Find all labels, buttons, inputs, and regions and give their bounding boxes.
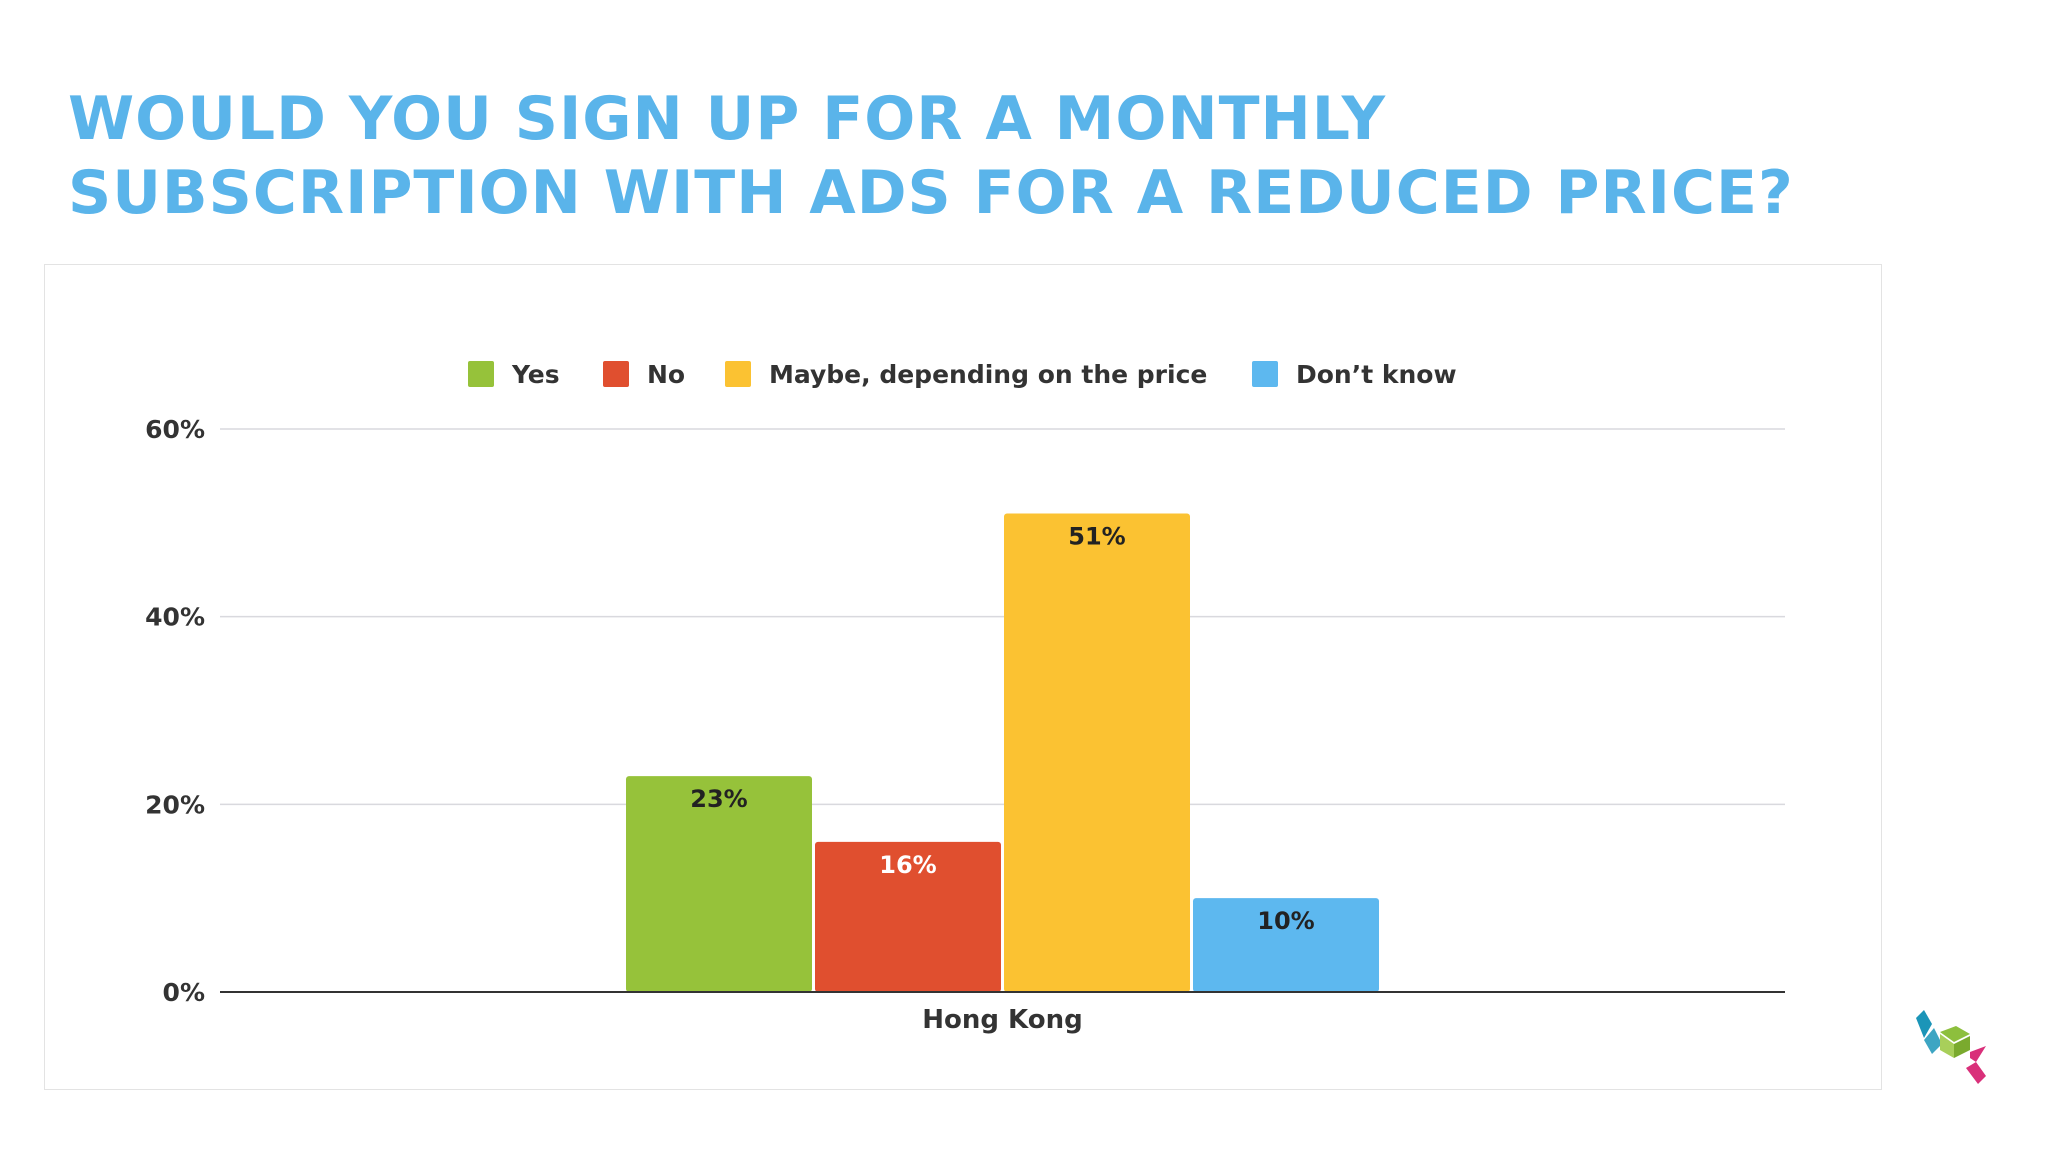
chart-frame: 0% 20% 40% 60% 23% 16% 51% 10% Hong Kong Yes No… [44, 264, 1882, 1090]
legend-swatch [468, 361, 494, 387]
bar-data-label: 16% [879, 851, 936, 879]
bar-chart: 0% 20% 40% 60% 23% 16% 51% 10% Hong Kong Yes No… [145, 360, 1785, 1035]
slide-title-line-2: SUBSCRIPTION WITH ADS FOR A REDUCED PRIC… [68, 158, 1794, 228]
y-tick-label: 60% [145, 415, 205, 444]
y-tick-label: 40% [145, 603, 205, 632]
cube-stack-logo-icon [1916, 1010, 1986, 1084]
bar-data-label: 51% [1068, 522, 1125, 550]
bar-yes[interactable] [626, 776, 812, 992]
legend-label[interactable]: Maybe, depending on the price [769, 360, 1207, 389]
legend-swatch [603, 361, 629, 387]
legend-label[interactable]: No [647, 360, 685, 389]
legend[interactable]: Yes No Maybe, depending on the price Don’t … [468, 360, 1457, 389]
bar-don-t-know[interactable] [1193, 898, 1379, 992]
bar-data-label: 23% [690, 785, 747, 813]
y-axis-ticks: 0% 20% 40% 60% [145, 415, 205, 1007]
x-category-label: Hong Kong [922, 1005, 1082, 1035]
bar-data-label: 10% [1257, 907, 1314, 935]
slide-title: WOULD YOU SIGN UP FOR A MONTHLY SUBSCRIP… [68, 82, 1794, 230]
legend-label[interactable]: Yes [511, 360, 560, 389]
data-labels: 23% 16% 51% 10% [690, 522, 1314, 935]
grid-lines [220, 428, 1785, 806]
bar-no[interactable] [815, 841, 1001, 992]
legend-label[interactable]: Don’t know [1296, 360, 1457, 389]
y-tick-label: 0% [163, 978, 205, 1007]
bar-maybe-depending-on-the-price[interactable] [1004, 513, 1190, 992]
y-tick-label: 20% [145, 790, 205, 819]
slide-title-line-1: WOULD YOU SIGN UP FOR A MONTHLY [68, 84, 1387, 154]
legend-swatch [725, 361, 751, 387]
legend-swatch [1252, 361, 1278, 387]
bars [626, 513, 1379, 992]
x-axis: Hong Kong [220, 991, 1785, 1035]
